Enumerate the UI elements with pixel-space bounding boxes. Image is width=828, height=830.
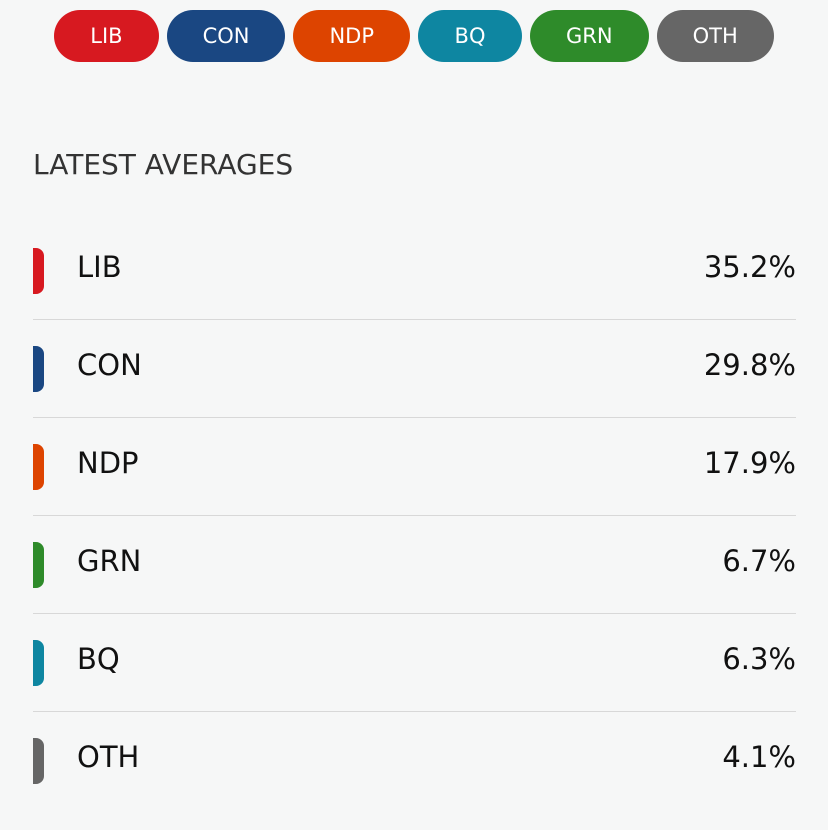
party-color-bar <box>33 542 44 588</box>
party-color-bar <box>33 248 44 294</box>
party-color-bar <box>33 346 44 392</box>
party-average: 6.3% <box>722 642 796 676</box>
party-filter-button[interactable]: OTH <box>656 10 774 62</box>
party-name: GRN <box>77 544 142 578</box>
average-row: OTH 4.1% <box>33 712 796 809</box>
party-average: 35.2% <box>703 250 796 284</box>
party-name: BQ <box>77 642 120 676</box>
party-filter-button[interactable]: BQ <box>418 10 523 62</box>
average-row: CON 29.8% <box>33 320 796 418</box>
party-color-bar <box>33 738 44 784</box>
average-row: NDP 17.9% <box>33 418 796 516</box>
party-filter-button[interactable]: LIB <box>54 10 159 62</box>
average-row: LIB 35.2% <box>33 222 796 320</box>
party-filter-button[interactable]: CON <box>166 10 286 62</box>
party-name: CON <box>77 348 142 382</box>
average-row: GRN 6.7% <box>33 516 796 614</box>
average-row: BQ 6.3% <box>33 614 796 712</box>
averages-list: LIB 35.2% CON 29.8% NDP 17.9% GRN 6.7% BQ 6.3% OTH… <box>33 222 796 809</box>
party-color-bar <box>33 640 44 686</box>
party-filter-button[interactable]: GRN <box>530 10 649 62</box>
party-filters: LIB CON NDP BQ GRN OTH <box>0 10 828 62</box>
party-filter-button[interactable]: NDP <box>293 10 411 62</box>
party-average: 29.8% <box>703 348 796 382</box>
section-heading: LATEST AVERAGES <box>33 148 294 181</box>
party-average: 4.1% <box>722 740 796 774</box>
party-name: OTH <box>77 740 140 774</box>
party-name: LIB <box>77 250 122 284</box>
party-color-bar <box>33 444 44 490</box>
party-average: 17.9% <box>703 446 796 480</box>
party-average: 6.7% <box>722 544 796 578</box>
party-name: NDP <box>77 446 139 480</box>
